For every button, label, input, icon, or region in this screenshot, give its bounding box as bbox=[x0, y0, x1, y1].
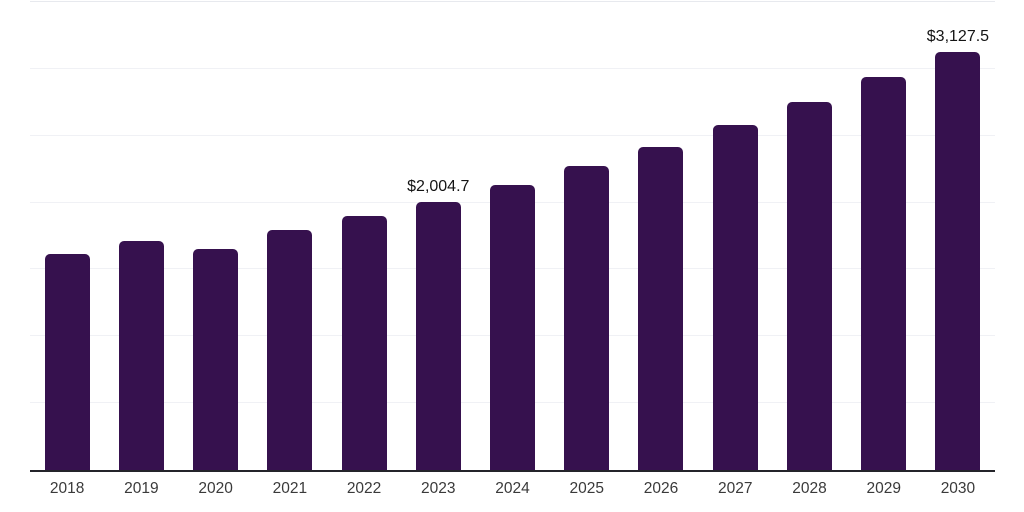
bar-column-2028 bbox=[772, 2, 846, 470]
bar-2026 bbox=[638, 146, 684, 470]
x-axis-labels: 2018 2019 2020 2021 2022 2023 2024 2025 2026 2027… bbox=[30, 480, 995, 499]
bar-column-2027 bbox=[698, 2, 772, 470]
gridline-3000 bbox=[30, 67, 995, 69]
plot-area: $2,004.7 $3,127.5 bbox=[30, 1, 995, 472]
bar-2024 bbox=[490, 184, 536, 470]
bar-column-2019 bbox=[104, 2, 178, 470]
x-tick-2030: 2030 bbox=[940, 480, 976, 497]
bar-2028 bbox=[786, 102, 832, 470]
bar-column-2021 bbox=[253, 2, 327, 470]
x-tick-2023: 2023 bbox=[421, 480, 456, 497]
bars-container: $2,004.7 $3,127.5 bbox=[30, 2, 995, 470]
value-label-2030: $3,127.5 bbox=[926, 27, 990, 45]
x-tick-2018: 2018 bbox=[49, 480, 85, 497]
value-label-2023: $2,004.7 bbox=[407, 177, 470, 195]
bar-2029 bbox=[861, 77, 907, 470]
bar-2019 bbox=[118, 240, 164, 470]
bar-2025 bbox=[564, 165, 610, 470]
x-tick-2028: 2028 bbox=[792, 480, 827, 497]
bar-2021 bbox=[267, 229, 313, 470]
gridline-2500 bbox=[30, 134, 995, 136]
bar-column-2025 bbox=[550, 2, 624, 470]
bar-2023 bbox=[415, 201, 461, 470]
bar-column-2024 bbox=[475, 2, 549, 470]
x-tick-2025: 2025 bbox=[569, 480, 604, 497]
x-tick-2026: 2026 bbox=[643, 480, 679, 497]
bar-2022 bbox=[341, 215, 387, 470]
bar-2027 bbox=[712, 125, 758, 470]
x-tick-2029: 2029 bbox=[866, 480, 901, 497]
bar-column-2026 bbox=[624, 2, 698, 470]
x-tick-2024: 2024 bbox=[495, 480, 530, 497]
bar-column-2018 bbox=[30, 2, 104, 470]
gridline-3500 bbox=[30, 1, 995, 2]
bar-2018 bbox=[44, 254, 90, 470]
x-tick-2019: 2019 bbox=[124, 480, 159, 497]
bar-2020 bbox=[193, 248, 239, 470]
x-tick-2022: 2022 bbox=[346, 480, 382, 497]
x-tick-2027: 2027 bbox=[717, 480, 753, 497]
bar-column-2023: $2,004.7 bbox=[401, 2, 475, 470]
bar-column-2030: $3,127.5 bbox=[921, 2, 995, 470]
bar-2030 bbox=[935, 51, 981, 470]
bar-column-2029 bbox=[847, 2, 921, 470]
bar-column-2020 bbox=[178, 2, 252, 470]
x-tick-2020: 2020 bbox=[198, 480, 233, 497]
bar-column-2022 bbox=[327, 2, 401, 470]
x-tick-2021: 2021 bbox=[272, 480, 308, 497]
